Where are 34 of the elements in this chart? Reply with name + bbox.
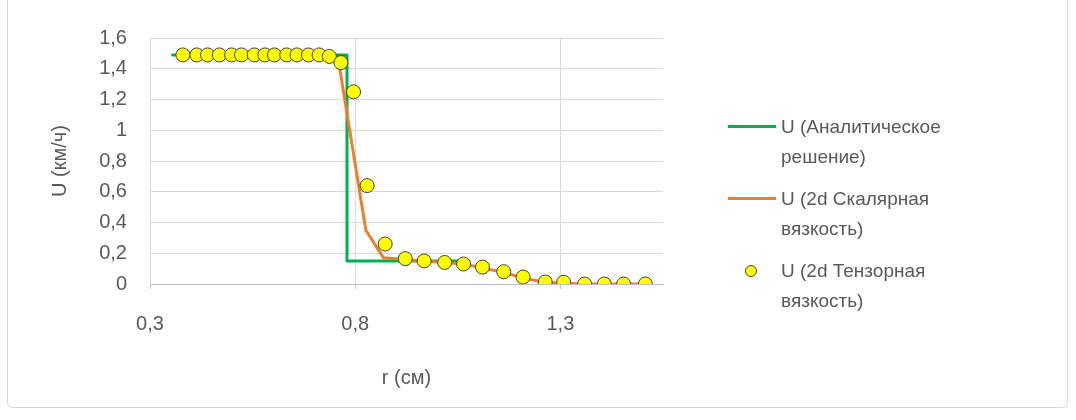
point [234,47,250,63]
point [346,84,362,100]
y-tick-label: 1,4 [99,56,127,79]
point [437,254,453,270]
x-tick-label: 0,8 [341,311,370,334]
point [456,256,472,272]
y-tick-label: 0,4 [99,210,127,233]
point [496,264,512,280]
legend-label: U (2d Тензорная вязкость) [781,259,927,313]
point [377,236,393,252]
y-tick-label: 1,6 [99,25,127,48]
point [333,55,349,71]
y-tick-label: 0 [115,271,127,294]
x-axis-title: r (см) [381,365,432,388]
y-tick-label: 0,6 [99,179,127,202]
point [474,259,490,275]
x-tick-label: 1,3 [546,311,575,334]
point [397,251,413,267]
point [515,269,531,284]
point [199,47,215,63]
point [266,47,282,63]
legend-label: U (2d Скалярная вязкость) [781,187,931,241]
y-tick-label: 1 [115,117,127,140]
y-tick-label: 0,2 [99,240,127,263]
legend-label: U (Аналитическое решение) [781,115,942,169]
point [416,253,432,269]
y-tick-label: 1,2 [99,87,127,110]
y-axis-title: U (км/ч) [47,125,70,197]
x-tick-label: 0,3 [136,311,164,334]
y-tick-label: 0,8 [99,148,127,171]
point [211,47,227,63]
point [321,48,337,64]
point [359,178,375,194]
point [175,47,191,63]
